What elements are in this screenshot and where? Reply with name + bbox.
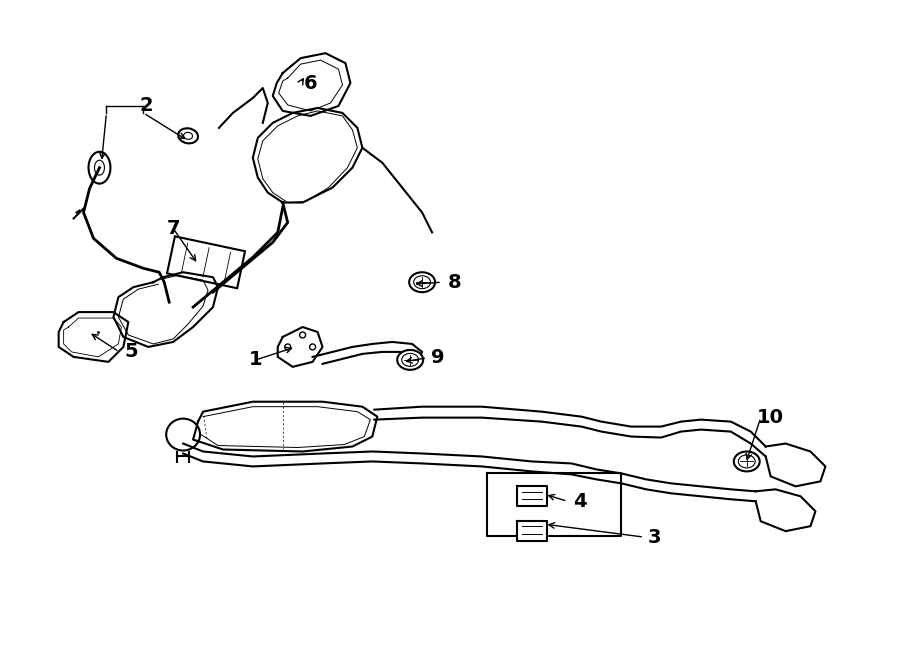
Polygon shape [517,521,546,541]
Ellipse shape [734,451,760,471]
Text: 2: 2 [140,97,153,116]
Polygon shape [517,486,546,506]
Text: 8: 8 [448,273,462,292]
Text: 5: 5 [124,342,139,362]
Text: 10: 10 [757,408,784,427]
Ellipse shape [410,272,435,292]
Text: 3: 3 [647,527,661,547]
Text: 1: 1 [249,350,263,369]
Text: 6: 6 [304,73,318,93]
Text: 7: 7 [166,219,180,238]
Ellipse shape [397,350,423,370]
Text: 4: 4 [572,492,586,511]
Text: 9: 9 [431,348,445,368]
